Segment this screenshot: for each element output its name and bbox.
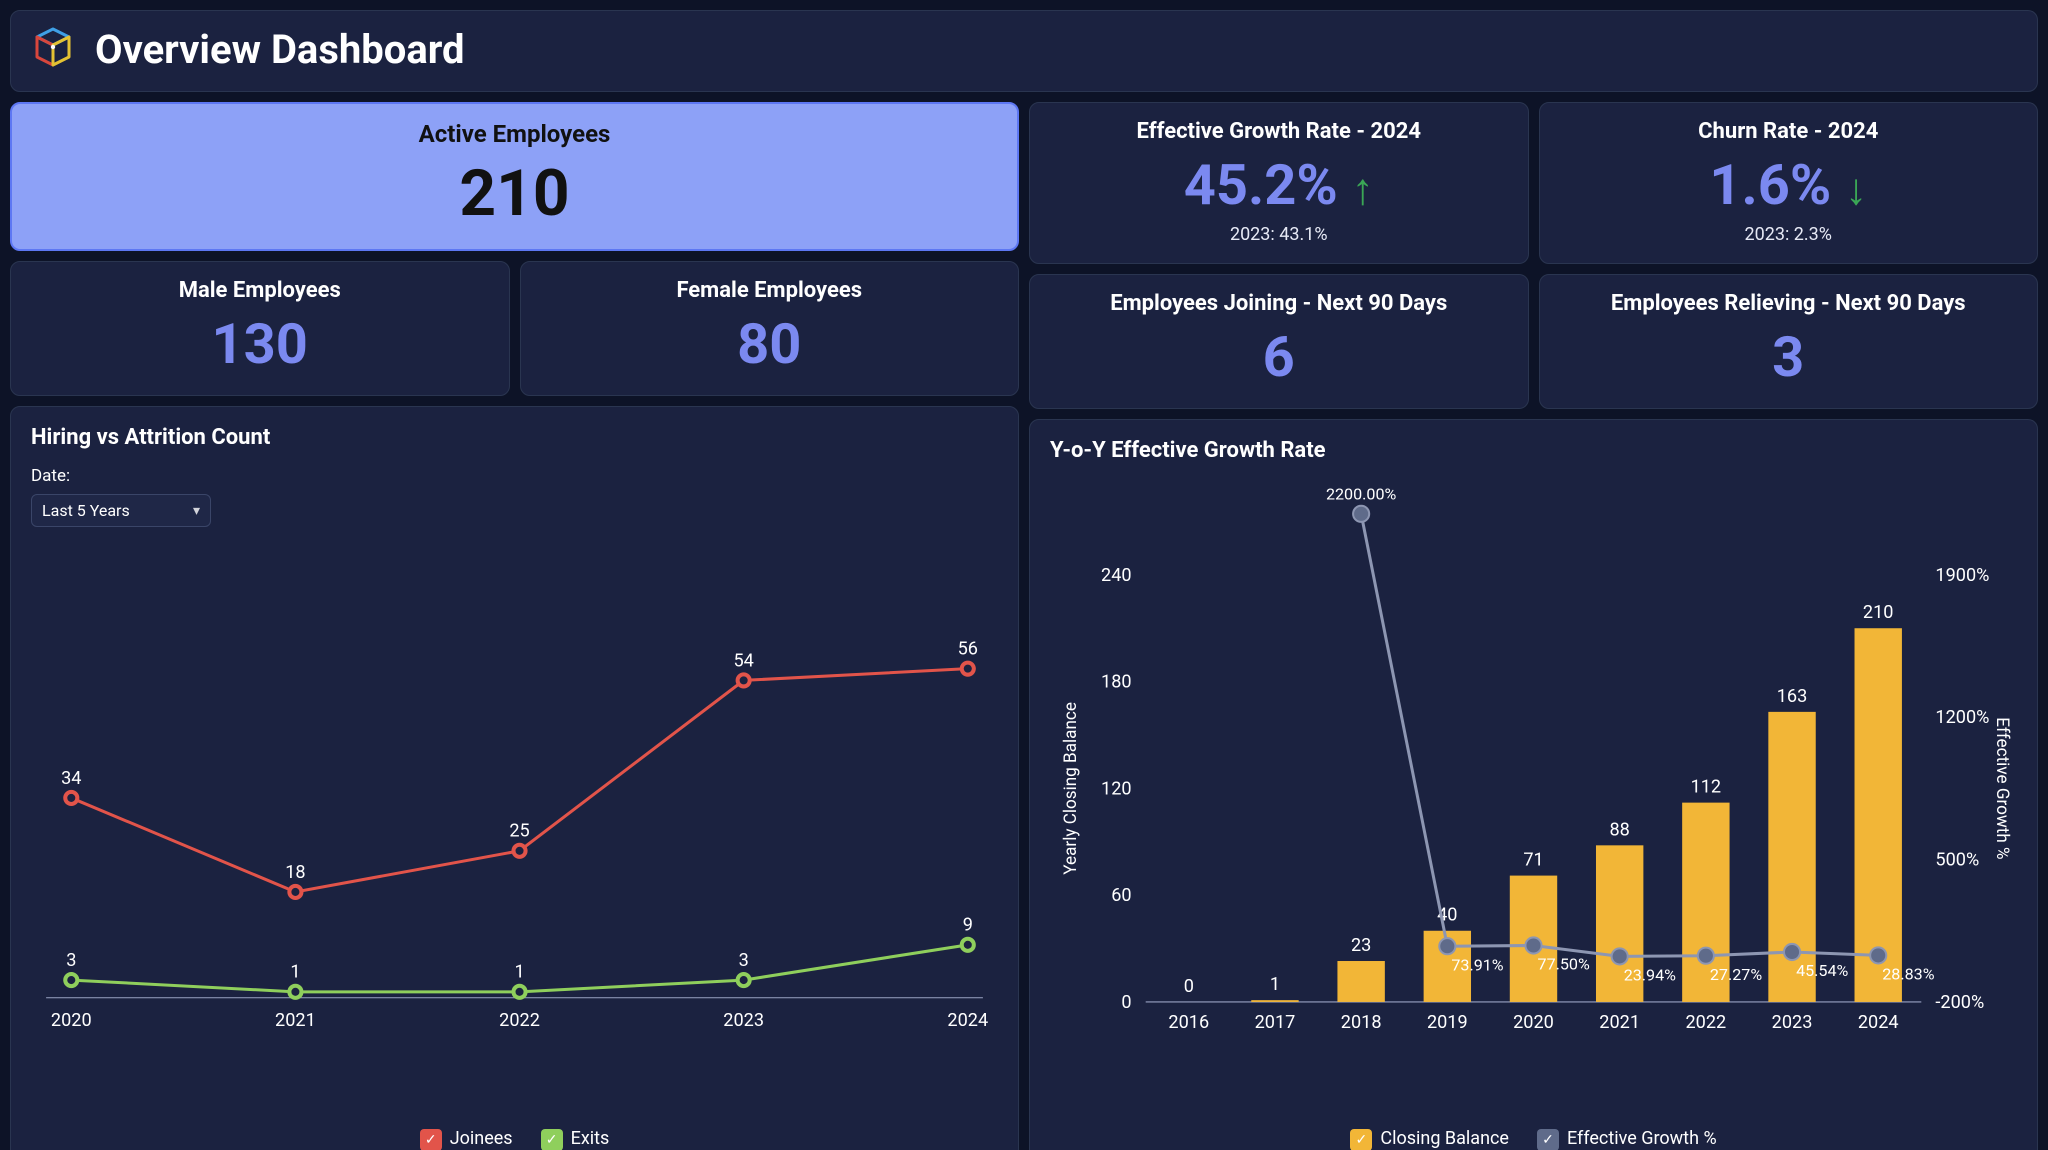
- svg-text:2019: 2019: [1427, 1012, 1468, 1033]
- kpi-sublabel: 2023: 2.3%: [1548, 224, 2030, 245]
- kpi-value: 210: [20, 156, 1009, 231]
- svg-text:2023: 2023: [723, 1010, 764, 1031]
- app-logo-icon: [29, 25, 77, 73]
- chart-title: Y-o-Y Effective Growth Rate: [1050, 438, 2017, 463]
- svg-text:77.50%: 77.50%: [1538, 955, 1590, 974]
- svg-text:34: 34: [61, 768, 81, 789]
- svg-text:1: 1: [290, 962, 300, 983]
- svg-text:Yearly Closing Balance: Yearly Closing Balance: [1061, 702, 1081, 875]
- svg-text:28.83%: 28.83%: [1882, 965, 1934, 984]
- svg-text:60: 60: [1111, 885, 1131, 906]
- page-title: Overview Dashboard: [95, 26, 465, 73]
- trend-up-icon: [1352, 163, 1374, 215]
- kpi-female[interactable]: Female Employees 80: [520, 261, 1020, 396]
- select-value: Last 5 Years: [42, 501, 130, 520]
- kpi-sublabel: 2023: 43.1%: [1038, 224, 1520, 245]
- svg-text:2023: 2023: [1772, 1012, 1813, 1033]
- kpi-label: Employees Relieving - Next 90 Days: [1548, 291, 2030, 316]
- chart-title: Hiring vs Attrition Count: [31, 425, 998, 450]
- chart-legend: ✓Closing Balance ✓Effective Growth %: [1050, 1124, 2017, 1150]
- kpi-label: Churn Rate - 2024: [1548, 119, 2030, 144]
- svg-text:2200.00%: 2200.00%: [1326, 485, 1397, 504]
- legend-exits: ✓Exits: [541, 1128, 610, 1150]
- svg-text:2016: 2016: [1168, 1012, 1209, 1033]
- filter-label: Date:: [31, 466, 998, 486]
- yoy-growth-chart: Y-o-Y Effective Growth Rate 060120180240…: [1029, 419, 2038, 1150]
- legend-closing-balance: ✓Closing Balance: [1350, 1128, 1509, 1150]
- kpi-label: Male Employees: [19, 278, 501, 303]
- kpi-label: Active Employees: [20, 120, 1009, 148]
- hiring-attrition-chart: Hiring vs Attrition Count Date: Last 5 Y…: [10, 406, 1019, 1150]
- svg-text:2018: 2018: [1341, 1012, 1382, 1033]
- chart-legend: ✓Joinees ✓Exits: [31, 1124, 998, 1150]
- kpi-label: Effective Growth Rate - 2024: [1038, 119, 1520, 144]
- svg-text:500%: 500%: [1935, 850, 1979, 871]
- svg-text:2024: 2024: [947, 1010, 988, 1031]
- kpi-value: 6: [1038, 324, 1520, 390]
- svg-text:2020: 2020: [51, 1010, 92, 1031]
- svg-text:0: 0: [1184, 976, 1194, 997]
- svg-text:2021: 2021: [1599, 1012, 1640, 1033]
- svg-text:3: 3: [739, 950, 749, 971]
- kpi-growth-rate[interactable]: Effective Growth Rate - 2024 45.2% 2023:…: [1029, 102, 1529, 264]
- svg-text:1900%: 1900%: [1935, 565, 1989, 586]
- svg-text:56: 56: [958, 639, 978, 660]
- svg-text:54: 54: [733, 650, 753, 671]
- hiring-line-chart: 2020 2021 2022 2023 2024 34 18 25 54 56 3 1 1 3 9: [31, 539, 998, 1124]
- kpi-label: Female Employees: [529, 278, 1011, 303]
- legend-joinees: ✓Joinees: [420, 1128, 513, 1150]
- svg-text:25: 25: [509, 821, 529, 842]
- kpi-churn-rate[interactable]: Churn Rate - 2024 1.6% 2023: 2.3%: [1539, 102, 2039, 264]
- svg-text:2024: 2024: [1858, 1012, 1899, 1033]
- yoy-combo-chart: 060120180240-200%500%1200%1900%Yearly Cl…: [1050, 483, 2017, 1124]
- svg-text:2017: 2017: [1255, 1012, 1296, 1033]
- svg-text:9: 9: [963, 915, 973, 936]
- svg-text:2022: 2022: [499, 1010, 540, 1031]
- kpi-label: Employees Joining - Next 90 Days: [1038, 291, 1520, 316]
- svg-text:-200%: -200%: [1935, 992, 1984, 1013]
- svg-text:1: 1: [1270, 974, 1280, 995]
- kpi-value: 130: [19, 311, 501, 377]
- svg-text:163: 163: [1777, 686, 1808, 707]
- kpi-value: 1.6%: [1548, 152, 2030, 218]
- svg-text:112: 112: [1691, 777, 1722, 798]
- svg-text:23.94%: 23.94%: [1624, 966, 1676, 985]
- svg-text:0: 0: [1121, 992, 1131, 1013]
- kpi-male[interactable]: Male Employees 130: [10, 261, 510, 396]
- kpi-value: 45.2%: [1038, 152, 1520, 218]
- kpi-value: 3: [1548, 324, 2030, 390]
- kpi-active-employees[interactable]: Active Employees 210: [10, 102, 1019, 251]
- svg-text:1: 1: [514, 962, 524, 983]
- chevron-down-icon: ▾: [193, 503, 200, 519]
- svg-text:2021: 2021: [275, 1010, 316, 1031]
- svg-text:71: 71: [1523, 850, 1543, 871]
- svg-text:3: 3: [66, 950, 76, 971]
- svg-text:120: 120: [1101, 778, 1132, 799]
- svg-text:Effective Growth %: Effective Growth %: [1992, 717, 2012, 859]
- trend-down-icon: [1845, 163, 1867, 215]
- kpi-relieving-90[interactable]: Employees Relieving - Next 90 Days 3: [1539, 274, 2039, 409]
- date-range-select[interactable]: Last 5 Years ▾: [31, 494, 211, 527]
- kpi-joining-90[interactable]: Employees Joining - Next 90 Days 6: [1029, 274, 1529, 409]
- kpi-value: 80: [529, 311, 1011, 377]
- dashboard-header: Overview Dashboard: [10, 10, 2038, 92]
- legend-effective-growth: ✓Effective Growth %: [1537, 1128, 1717, 1150]
- svg-text:23: 23: [1351, 935, 1371, 956]
- svg-text:73.91%: 73.91%: [1451, 955, 1503, 974]
- svg-text:45.54%: 45.54%: [1796, 961, 1848, 980]
- svg-text:180: 180: [1101, 672, 1132, 693]
- svg-text:2022: 2022: [1685, 1012, 1726, 1033]
- svg-text:2020: 2020: [1513, 1012, 1554, 1033]
- svg-text:210: 210: [1863, 602, 1894, 623]
- svg-text:240: 240: [1101, 565, 1132, 586]
- svg-text:18: 18: [285, 862, 305, 883]
- svg-text:88: 88: [1609, 819, 1629, 840]
- svg-text:1200%: 1200%: [1935, 707, 1989, 728]
- svg-text:27.27%: 27.27%: [1710, 965, 1762, 984]
